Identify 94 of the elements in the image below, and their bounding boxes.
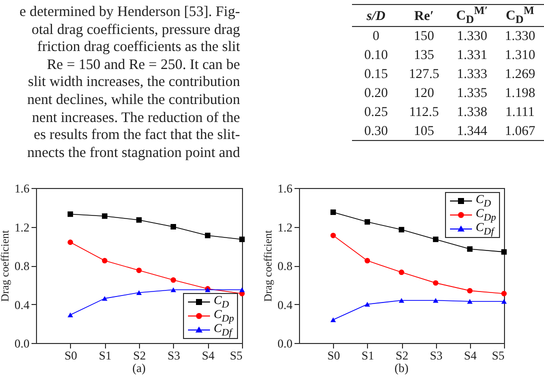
y-tick-label: 1.2 xyxy=(14,220,30,234)
text: (b) xyxy=(394,361,408,375)
data-label: 1.269 xyxy=(504,65,536,84)
text: nent increases. The reduction of the xyxy=(30,110,240,128)
x-tick-label: Re′ xyxy=(413,6,435,25)
point xyxy=(330,317,336,322)
text: Re = 150 and Re = 250. It can be xyxy=(46,56,240,74)
y-tick-label: 1.2 xyxy=(278,220,292,234)
x-tick-label: S0 xyxy=(327,348,340,362)
x-tick-label: S3 xyxy=(167,348,180,362)
data-label: 105 xyxy=(412,122,436,140)
y-tick-label: 1.6 xyxy=(278,182,292,196)
data-label: 135 xyxy=(412,46,436,64)
point xyxy=(467,246,473,252)
point xyxy=(102,213,108,219)
data-label: 1.333 xyxy=(456,65,488,84)
point xyxy=(330,232,336,238)
y-tick-label: 0.0 xyxy=(278,336,292,350)
y-tick-label: 0.20 xyxy=(363,84,389,102)
text: e determined by Henderson [53]. Fig- xyxy=(18,4,240,22)
x-tick-label: S1 xyxy=(361,348,374,362)
text: slit width increases, the contribution xyxy=(27,74,240,92)
data-label: 127.5 xyxy=(408,65,440,84)
point xyxy=(501,249,507,255)
point xyxy=(239,236,245,242)
point xyxy=(398,226,404,232)
y-tick-label: 0.0 xyxy=(14,336,30,350)
point xyxy=(68,211,74,217)
point xyxy=(364,302,370,307)
data-label: 120 xyxy=(412,84,436,102)
text: es results from the fact that the slit- xyxy=(32,127,240,145)
data-label: 1.338 xyxy=(456,103,488,122)
point xyxy=(136,217,142,223)
x-tick-label: S4 xyxy=(464,348,477,362)
point xyxy=(364,258,370,264)
x-tick-label: S0 xyxy=(64,348,78,362)
point xyxy=(68,312,74,318)
point xyxy=(364,219,370,225)
point xyxy=(467,288,473,294)
y-tick-label: 0.15 xyxy=(363,65,389,84)
x-tick-label: S2 xyxy=(396,348,408,362)
y-tick-label: 0.25 xyxy=(363,103,389,122)
text: (a) xyxy=(132,361,146,375)
x-tick-label: S5 xyxy=(492,348,504,362)
data-label: 1.331 xyxy=(456,46,488,64)
y-axis-title: Drag coefficient xyxy=(262,230,274,302)
data-label: 1.198 xyxy=(504,84,536,102)
y-axis-title: Drag coefficient xyxy=(0,230,12,302)
point xyxy=(102,296,108,301)
text: friction drag coefficients as the slit xyxy=(36,39,240,57)
data-label: 1.330 xyxy=(504,27,536,46)
y-tick-label: 0.8 xyxy=(14,259,30,273)
text: nnects the front stagnation point and xyxy=(26,144,240,162)
data-label: 1.111 xyxy=(504,103,536,122)
y-tick-label: 0.30 xyxy=(363,122,389,140)
point xyxy=(467,298,473,304)
y-tick-label: 0.4 xyxy=(278,298,292,312)
x-tick-label: S5 xyxy=(230,348,242,362)
text: nent declines, while the contribution xyxy=(26,92,240,110)
point xyxy=(170,287,176,292)
point xyxy=(501,290,507,296)
point xyxy=(170,224,176,230)
y-tick-label: 0.8 xyxy=(278,259,292,273)
x-tick-label: S2 xyxy=(133,348,146,362)
data-label: 150 xyxy=(412,27,436,46)
y-tick-label: 0 xyxy=(372,27,380,46)
point xyxy=(136,268,142,274)
point xyxy=(432,236,438,242)
point xyxy=(102,258,108,264)
point xyxy=(204,232,210,238)
legend-label: C$_{D}$ xyxy=(476,192,491,210)
y-tick-label: 0.10 xyxy=(363,46,389,64)
point xyxy=(432,280,438,286)
y-axis-title: s/D xyxy=(366,8,386,23)
x-tick-label: S3 xyxy=(430,348,443,362)
data-label: 1.344 xyxy=(456,122,488,140)
y-tick-label: 1.6 xyxy=(14,182,30,196)
point xyxy=(398,270,404,276)
data-label: 112.5 xyxy=(408,103,440,122)
point xyxy=(239,287,245,292)
point xyxy=(170,277,176,283)
text: otal drag coefficients, pressure drag xyxy=(30,22,240,40)
x-tick-label: S4 xyxy=(202,348,215,362)
point xyxy=(330,209,336,215)
legend-label: C$_{D}$ xyxy=(214,293,229,311)
y-tick-label: 0.4 xyxy=(14,298,30,312)
data-label: 1.067 xyxy=(504,122,536,140)
point xyxy=(432,298,438,303)
data-label: 1.330 xyxy=(456,27,488,46)
data-label: 1.310 xyxy=(504,46,536,64)
point xyxy=(68,240,74,245)
point xyxy=(136,290,142,295)
x-tick-label: S1 xyxy=(98,348,112,362)
data-label: 1.335 xyxy=(456,84,488,102)
